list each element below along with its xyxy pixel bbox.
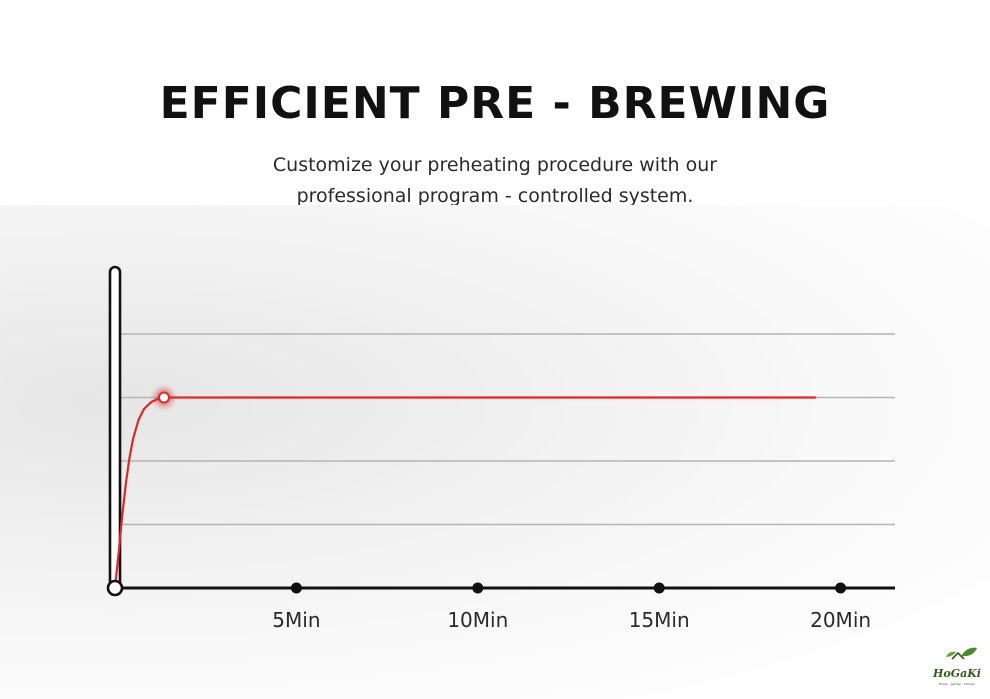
logo-tagline: Home · garden · kitchen (938, 682, 976, 686)
origin-marker (106, 579, 124, 597)
x-tick-dot-10 (472, 582, 484, 594)
chart-background (0, 205, 990, 699)
markers-layer (106, 388, 173, 597)
x-tick-dot-20 (835, 582, 847, 594)
brand-logo: HoGaKi Home · garden · kitchen (928, 645, 986, 695)
leaf-house-icon (946, 647, 977, 660)
x-ticks: 5Min 10Min 15Min 20Min (272, 582, 871, 632)
x-tick-label-20: 20Min (810, 608, 871, 632)
page-subtitle: Customize your preheating procedure with… (0, 150, 990, 212)
x-tick-label-15: 15Min (629, 608, 690, 632)
y-axis-bar (108, 265, 122, 590)
target-marker (157, 391, 170, 404)
x-tick-dot-15 (653, 582, 665, 594)
subtitle-line-2: professional program - controlled system… (296, 185, 694, 207)
x-tick-label-5: 5Min (272, 608, 320, 632)
series-layer (113, 396, 817, 590)
logo-name: HoGaKi (933, 667, 981, 680)
x-tick-dot-5 (290, 582, 302, 594)
page-title: EFFICIENT PRE - BREWING (159, 78, 831, 129)
grid-lines (120, 333, 895, 526)
series-line-1 (113, 396, 817, 590)
chart-axes (108, 265, 895, 590)
subtitle-line-1: Customize your preheating procedure with… (272, 154, 718, 176)
x-tick-label-10: 10Min (447, 608, 508, 632)
